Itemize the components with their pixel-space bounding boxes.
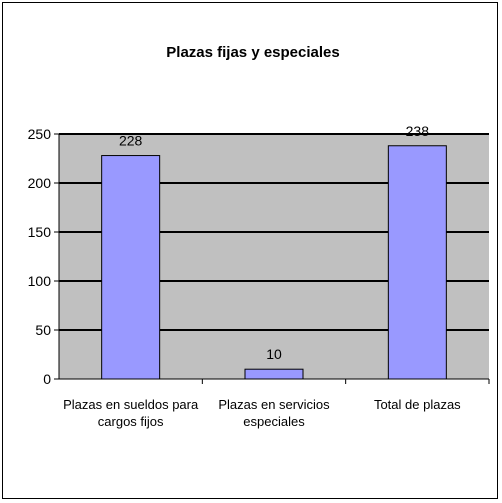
bar-chart: Plazas fijas y especiales 0 50 100 150 200 25…	[28, 44, 490, 429]
data-label: 228	[119, 133, 143, 149]
bar	[101, 155, 161, 380]
x-category-label: Plazas en sueldos para	[63, 397, 199, 412]
chart-title: Plazas fijas y especiales	[166, 44, 339, 61]
x-category-label: especiales	[243, 414, 305, 429]
axes	[54, 133, 490, 384]
y-tick-label: 100	[28, 273, 52, 289]
bars	[101, 145, 447, 380]
x-category-label: cargos fijos	[98, 414, 164, 429]
x-category-label: Total de plazas	[374, 397, 461, 412]
chart-frame: Plazas fijas y especiales 0 50 100 150 200 25…	[2, 2, 498, 499]
y-tick-label: 150	[28, 224, 52, 240]
y-tick-label: 0	[43, 371, 51, 387]
bar	[244, 368, 304, 380]
x-category-label: Plazas en servicios	[218, 397, 330, 412]
y-tick-label: 200	[28, 175, 52, 191]
bar	[387, 145, 447, 380]
data-label: 238	[406, 123, 430, 139]
labels: 0 50 100 150 200 250 228 Plazas en sueldos para…	[28, 123, 462, 429]
y-tick-label: 250	[28, 126, 52, 142]
data-label: 10	[266, 346, 282, 362]
y-tick-label: 50	[35, 322, 51, 338]
